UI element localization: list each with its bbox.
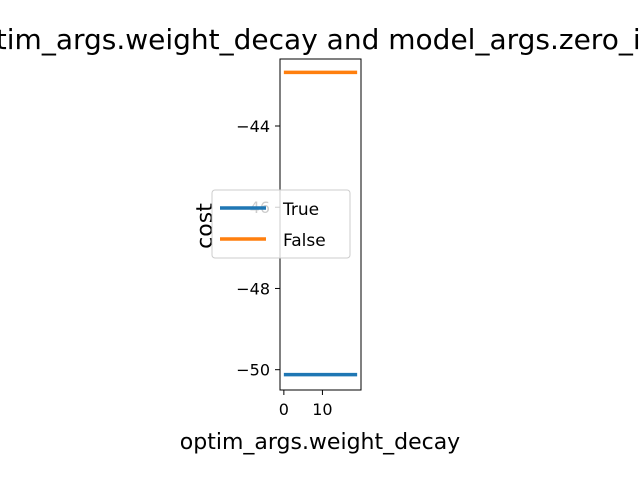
legend: True False	[211, 189, 351, 259]
x-tick-label-2: 10	[312, 400, 332, 419]
y-tick-label-1: −44	[236, 117, 270, 136]
x-axis-label: optim_args.weight_decay	[180, 430, 460, 455]
y-tick-label-3: −48	[236, 279, 270, 298]
legend-box	[211, 189, 351, 259]
y-tick-label-4: −50	[236, 361, 270, 380]
chart-title: optim_args.weight_decay and model_args.z…	[0, 23, 640, 56]
legend-label-2: False	[283, 231, 326, 251]
series-layer	[283, 70, 358, 377]
x-tick-label-1: 0	[279, 400, 289, 419]
legend-label-1: True	[282, 200, 319, 220]
